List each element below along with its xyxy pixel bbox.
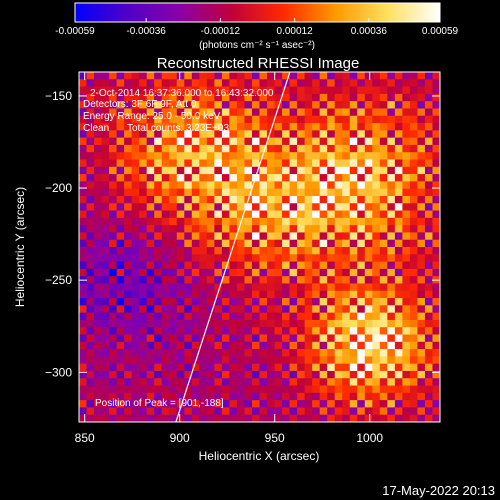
colorbar-tick-label: 0.00059 [422, 26, 459, 37]
annotations: 2-Oct-2014 16:37:36.000 to 16:43:32.000 … [83, 88, 274, 409]
y-tick-label: −250 [45, 273, 72, 287]
x-axis-label: Heliocentric X (arcsec) [199, 449, 320, 463]
colorbar-tick-label: -0.00059 [55, 26, 95, 37]
colorbar-strip [74, 2, 441, 23]
colorbar-tick-label: -0.00036 [126, 26, 166, 37]
x-axis: 850 900 950 1000 [75, 72, 383, 445]
colorbar-tick-label: -0.00012 [201, 26, 241, 37]
colorbar-units: (photons cm⁻² s⁻¹ asec⁻²) [199, 40, 315, 51]
annotation-detectors: Detectors: 3F 6F 9F, Att 0 [83, 99, 197, 110]
annotation-energy-range: Energy Range: 25.0 - 50.0 keV [83, 111, 221, 122]
y-tick-label: −200 [45, 181, 72, 195]
x-tick-label: 850 [75, 431, 95, 445]
y-axis-label: Heliocentric Y (arcsec) [13, 187, 27, 307]
y-axis: −150 −200 −250 −300 [45, 89, 440, 379]
colorbar-ticks: -0.00059 -0.00036 -0.00012 0.00012 0.00036 0.… [55, 18, 459, 37]
annotation-time-range: 2-Oct-2014 16:37:36.000 to 16:43:32.000 [90, 88, 274, 99]
x-tick-label: 950 [265, 431, 285, 445]
annotation-method: Clean [83, 123, 109, 134]
heatmap-cells [79, 72, 440, 422]
x-tick-label: 900 [170, 431, 190, 445]
plot-frame [78, 71, 441, 423]
colorbar: -0.00059 -0.00036 -0.00012 0.00012 0.00036 0.… [55, 2, 459, 51]
footer-date: 17-May-2022 20:13 [382, 483, 495, 498]
chart-title: Reconstructed RHESSI Image [157, 55, 360, 72]
limb-line [175, 72, 291, 422]
x-tick-label: 1000 [356, 431, 383, 445]
colorbar-tick-label: 0.00036 [351, 26, 388, 37]
y-tick-label: −150 [45, 89, 72, 103]
colorbar-tick-label: 0.00012 [277, 26, 314, 37]
plot-area [79, 72, 440, 422]
y-tick-label: −300 [45, 365, 72, 379]
peak-position-label: Position of Peak = [901,-188] [95, 398, 224, 409]
annotation-total-counts: Total counts: 3.23E+03 [127, 123, 229, 134]
